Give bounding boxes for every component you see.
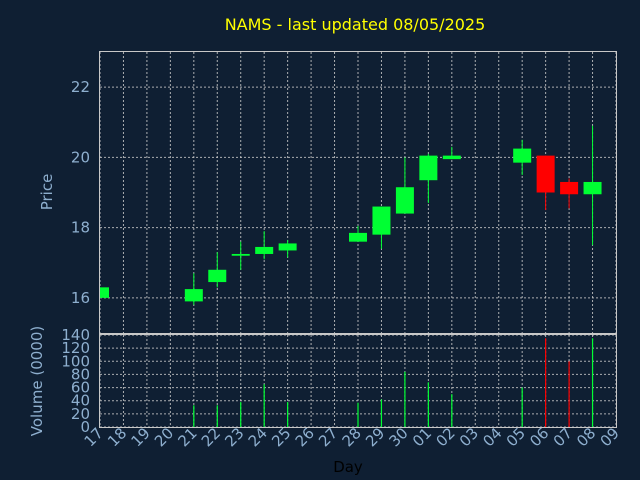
candle-body <box>560 181 579 195</box>
x-tick-label: 04 <box>479 424 505 450</box>
x-tick-label: 03 <box>456 424 482 450</box>
x-tick-label: 22 <box>198 424 224 450</box>
price-tick-label: 20 <box>71 148 90 166</box>
candle-body <box>208 269 227 283</box>
x-tick-label: 26 <box>292 424 318 450</box>
x-tick-label: 19 <box>128 424 154 450</box>
candle-body <box>255 246 274 254</box>
candle-body <box>184 289 203 302</box>
candle-body <box>349 232 367 242</box>
chart-title: NAMS - last updated 08/05/2025 <box>225 15 486 34</box>
x-tick-label: 20 <box>151 424 177 450</box>
candle-body <box>372 206 391 235</box>
volume-tick-label: 120 <box>61 339 90 357</box>
price-axis-label: Price <box>38 174 56 211</box>
x-tick-label: 05 <box>503 424 529 450</box>
volume-tick-label: 100 <box>61 352 90 370</box>
x-tick-label: 08 <box>573 424 599 450</box>
x-tick-label: 28 <box>339 424 365 450</box>
x-tick-label: 09 <box>597 424 623 450</box>
volume-axis-label: Volume (0000) <box>28 326 46 436</box>
x-tick-label: 06 <box>526 424 552 450</box>
volume-panel-frame <box>99 334 617 428</box>
candle-body <box>419 155 438 181</box>
x-tick-label: 01 <box>409 424 435 450</box>
x-tick-label: 25 <box>268 424 294 450</box>
price-tick-label: 16 <box>71 289 90 307</box>
x-tick-label: 24 <box>245 424 271 450</box>
x-tick-label: 27 <box>315 424 341 450</box>
x-tick-label: 21 <box>174 424 200 450</box>
volume-tick-label: 60 <box>71 379 90 397</box>
volume-tick-label: 140 <box>61 326 90 344</box>
x-tick-label: 18 <box>104 424 130 450</box>
candle-body <box>278 243 297 251</box>
price-tick-label: 18 <box>71 219 90 237</box>
price-panel-frame <box>99 51 617 334</box>
x-axis-label: Day <box>333 458 363 476</box>
x-tick-label: 29 <box>362 424 388 450</box>
candle-body <box>395 187 414 214</box>
candle-body <box>513 148 532 163</box>
volume-tick-label: 20 <box>71 405 90 423</box>
x-tick-label: 07 <box>550 424 576 450</box>
tick-labels: 1718192021222324252627282930010203040506… <box>61 78 622 450</box>
x-tick-label: 02 <box>432 424 458 450</box>
candle-body <box>583 181 602 195</box>
price-tick-label: 22 <box>71 78 90 96</box>
volume-tick-label: 0 <box>80 418 90 436</box>
volume-tick-label: 40 <box>71 392 90 410</box>
candles <box>99 125 602 305</box>
candle-body <box>536 155 555 193</box>
x-tick-label: 30 <box>386 424 412 450</box>
candle-body <box>100 287 109 298</box>
x-tick-label: 23 <box>221 424 247 450</box>
volume-tick-label: 80 <box>71 365 90 383</box>
candle-body <box>442 155 461 160</box>
volume-bars <box>193 338 594 427</box>
candle-body <box>231 253 250 256</box>
